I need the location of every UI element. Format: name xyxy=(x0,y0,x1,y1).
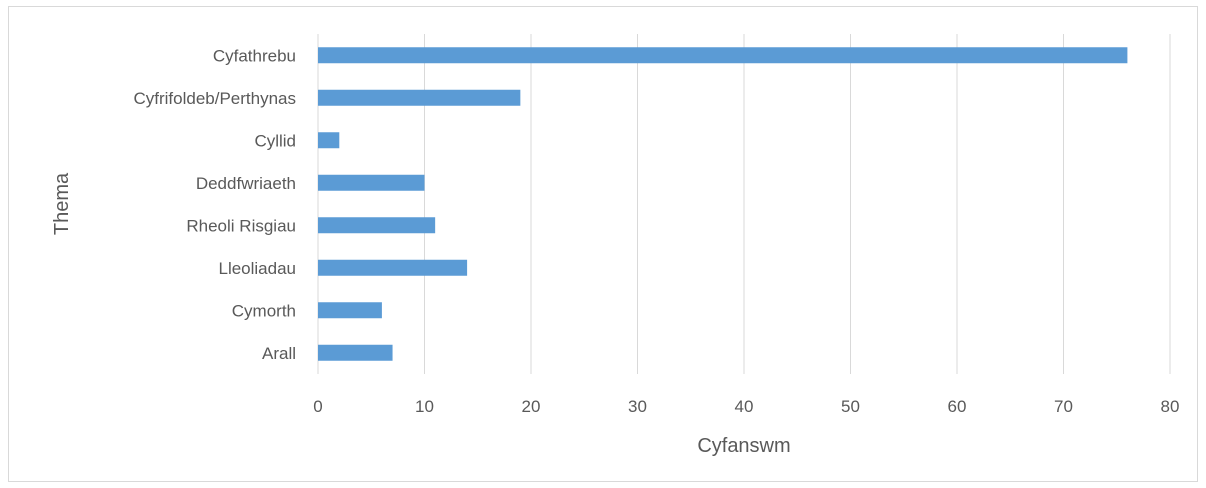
x-tick-label: 10 xyxy=(415,397,434,416)
category-label: Arall xyxy=(262,344,296,363)
x-tick-label: 40 xyxy=(735,397,754,416)
gridlines xyxy=(317,34,1171,374)
x-tick-label: 70 xyxy=(1054,397,1073,416)
x-tick-label: 60 xyxy=(948,397,967,416)
bar-cyfrifoldeb-perthynas xyxy=(318,89,521,106)
bar-arall xyxy=(318,344,393,361)
bar-deddfwriaeth xyxy=(318,174,425,191)
x-tick-labels: 0 10 20 30 40 50 60 70 80 xyxy=(313,397,1179,416)
x-tick-label: 30 xyxy=(628,397,647,416)
x-tick-label: 80 xyxy=(1161,397,1180,416)
x-tick-label: 50 xyxy=(841,397,860,416)
category-label: Cyfathrebu xyxy=(213,46,296,65)
chart-frame xyxy=(8,6,1198,482)
bar-cyfathrebu xyxy=(318,47,1128,64)
category-label: Rheoli Risgiau xyxy=(186,216,296,235)
y-axis-title: Thema xyxy=(51,172,73,235)
category-label: Cymorth xyxy=(232,301,296,320)
bar-cymorth xyxy=(318,302,382,319)
category-label: Cyfrifoldeb/Perthynas xyxy=(133,89,296,108)
category-label: Cyllid xyxy=(254,131,296,150)
bars xyxy=(318,47,1128,361)
bar-lleoliadau xyxy=(318,259,468,276)
category-labels: Cyfathrebu Cyfrifoldeb/Perthynas Cyllid Ded… xyxy=(133,46,296,363)
x-axis-title: Cyfanswm xyxy=(697,435,790,457)
x-tick-label: 20 xyxy=(522,397,541,416)
bar-rheoli-risgiau xyxy=(318,217,436,234)
x-tick-label: 0 xyxy=(313,397,322,416)
category-label: Lleoliadau xyxy=(218,259,296,278)
category-label: Deddfwriaeth xyxy=(196,174,296,193)
bar-cyllid xyxy=(318,132,340,149)
